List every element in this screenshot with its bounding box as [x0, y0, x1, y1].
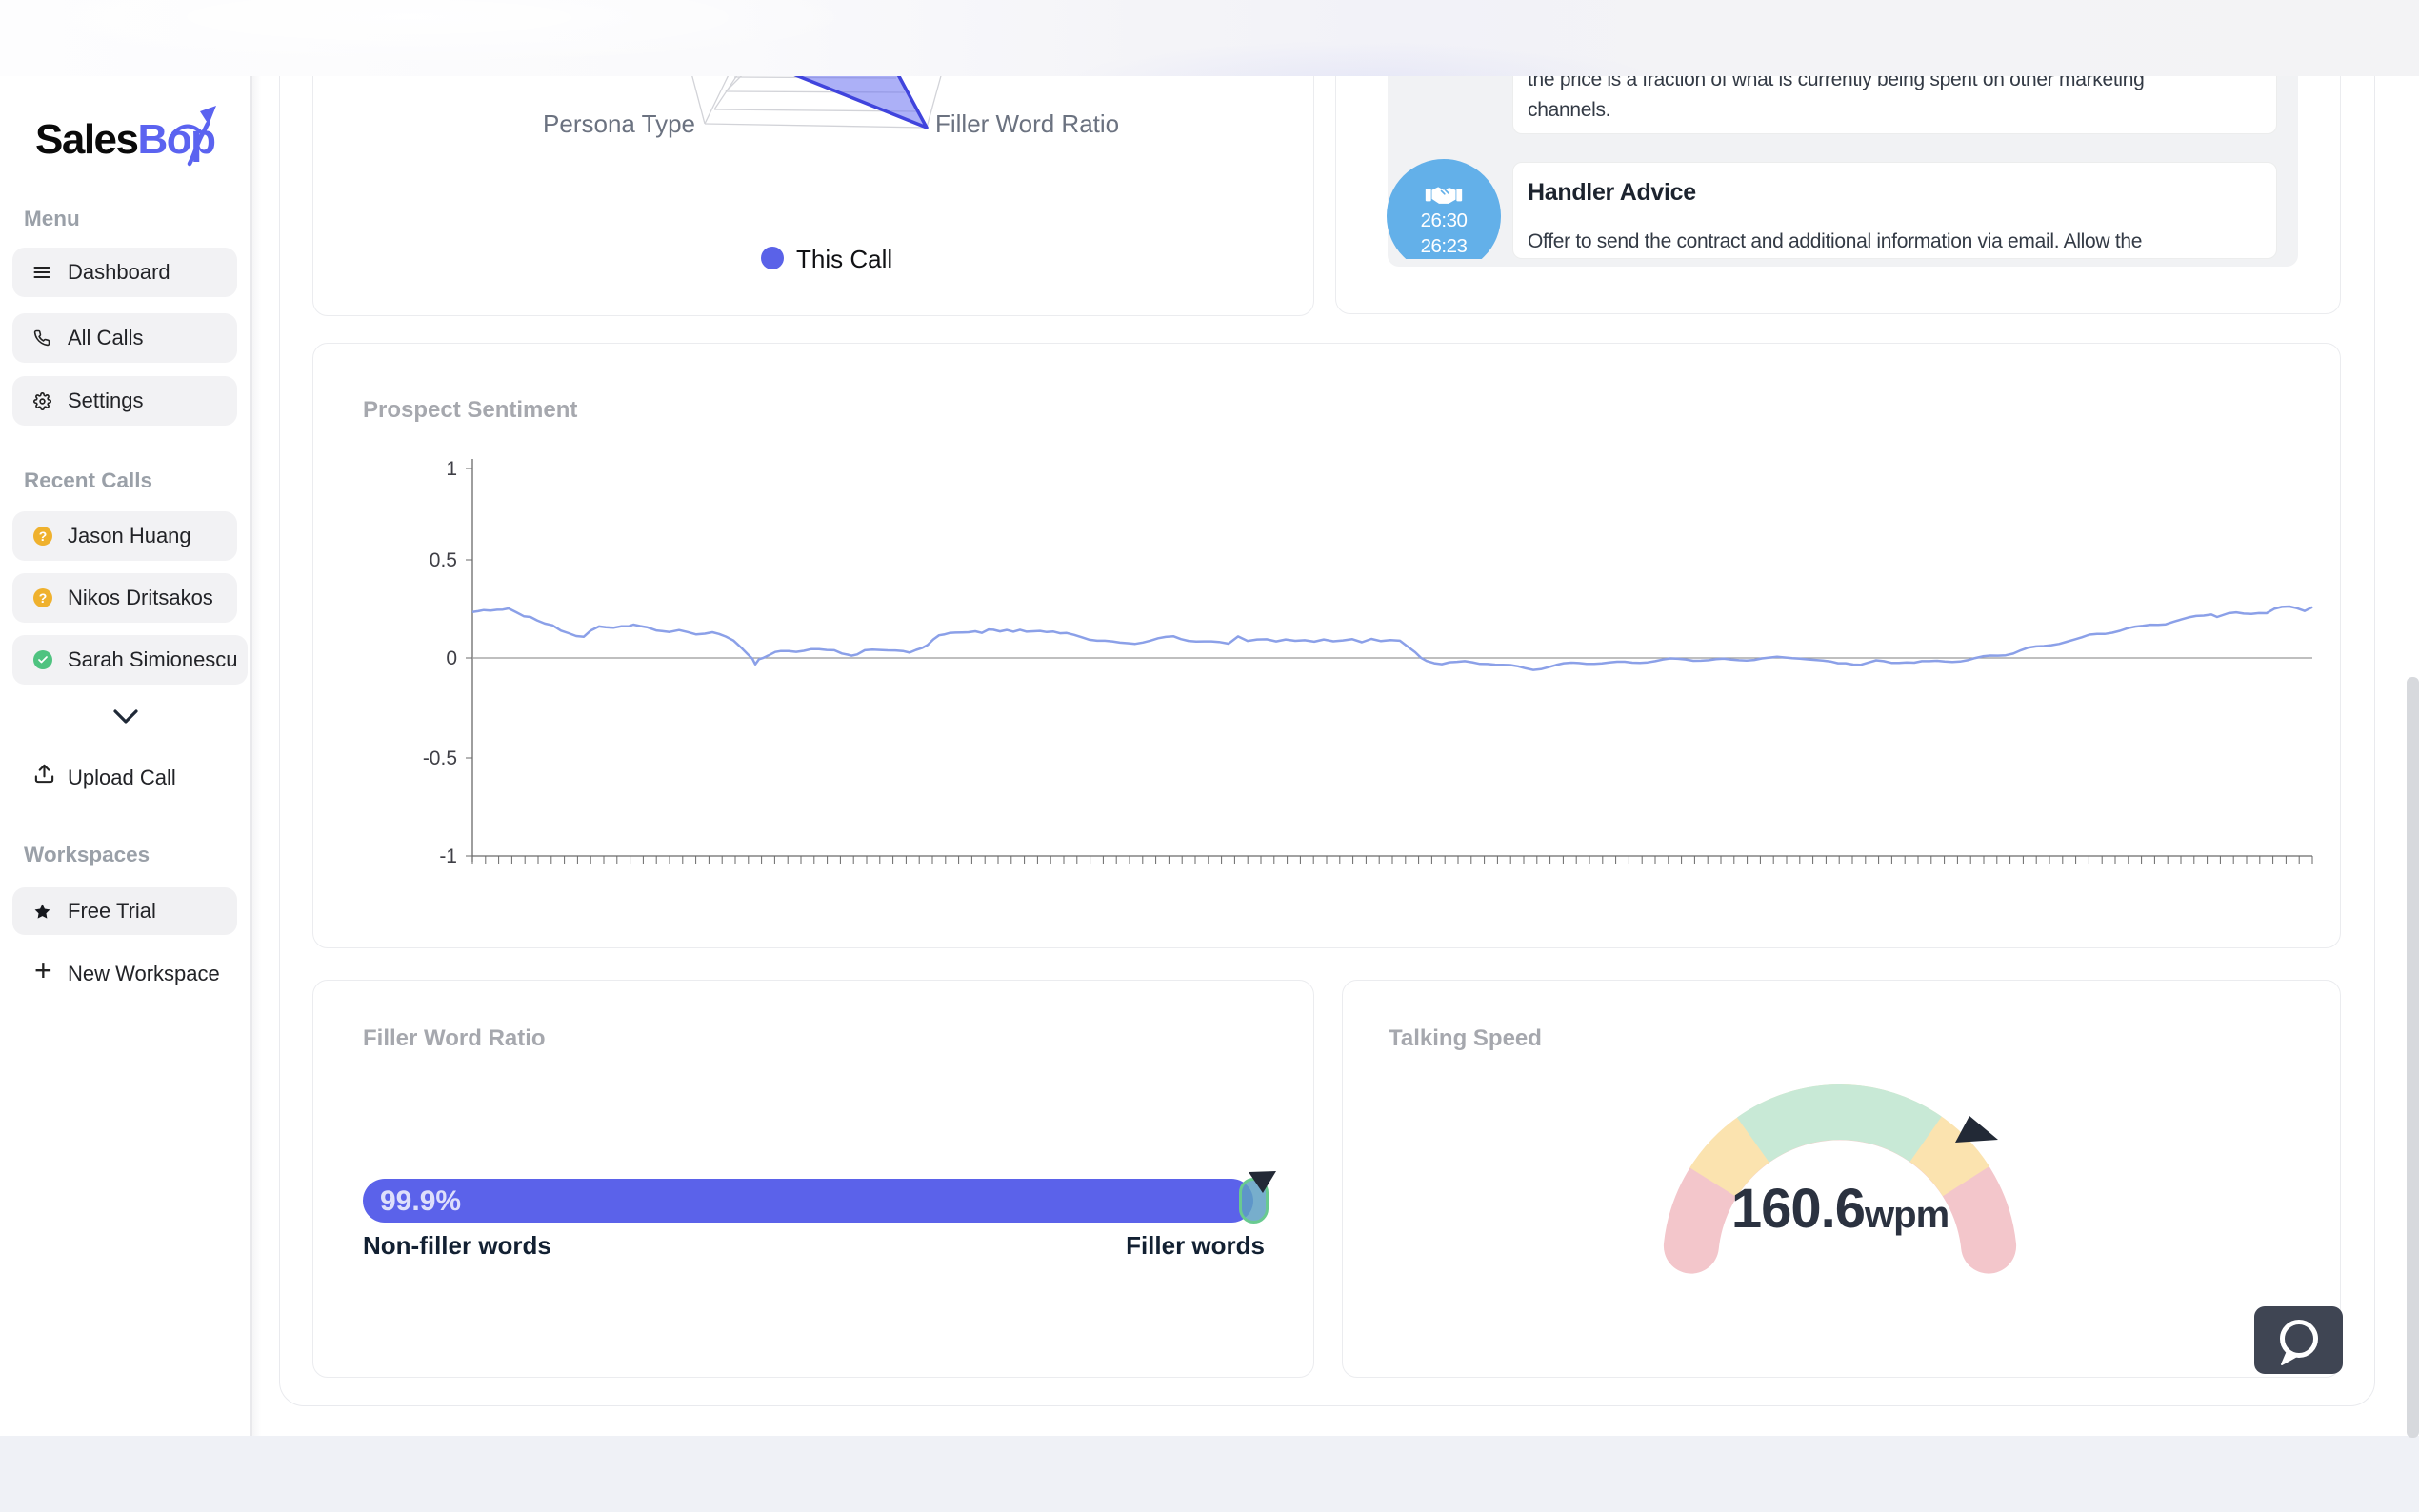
- svg-text:0.5: 0.5: [430, 549, 457, 571]
- svg-text:-0.5: -0.5: [423, 747, 457, 769]
- svg-text:-1: -1: [439, 846, 457, 867]
- svg-text:0: 0: [446, 647, 457, 669]
- svg-text:1: 1: [446, 458, 457, 480]
